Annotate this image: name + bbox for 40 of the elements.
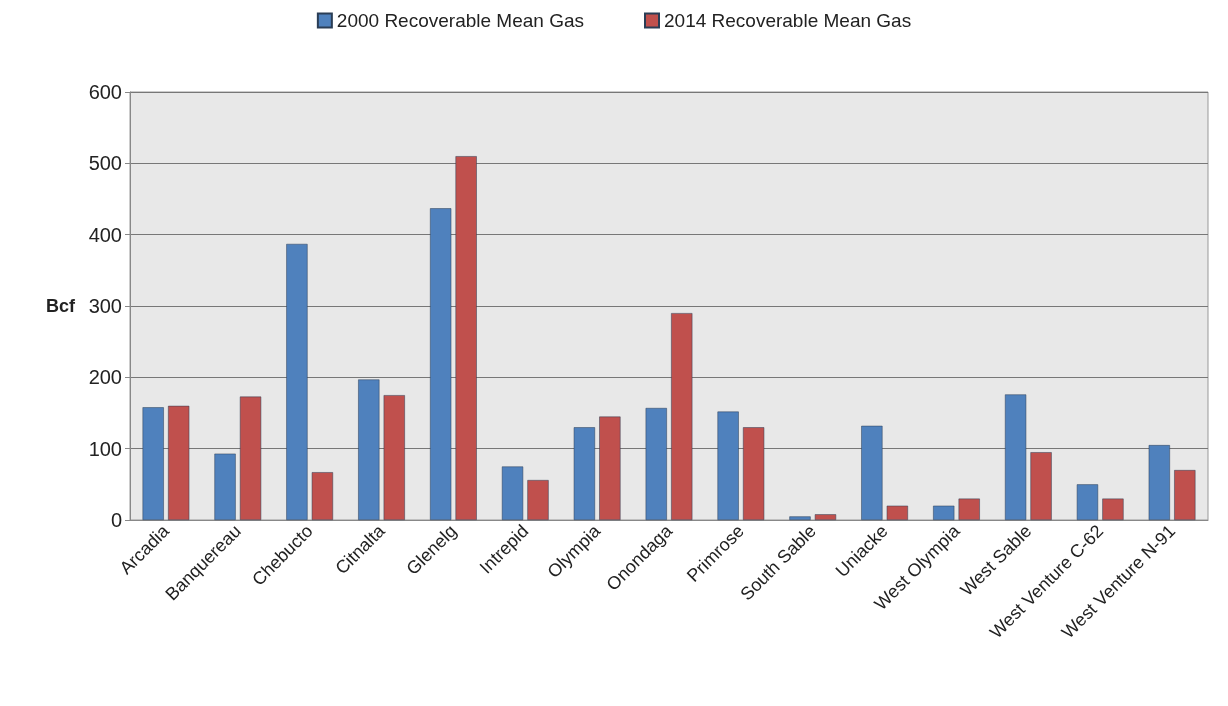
bar (742, 427, 765, 520)
y-tick-label: 200 (88, 366, 122, 389)
y-axis-title: Bcf (45, 296, 76, 316)
bar (168, 405, 190, 520)
bar (886, 505, 908, 520)
bar (142, 407, 164, 520)
bar (671, 313, 693, 520)
bar (1148, 445, 1170, 520)
bar (455, 156, 477, 520)
bar (214, 453, 236, 520)
bar (286, 243, 308, 520)
legend-label: 2000 Recoverable Mean Gas (336, 10, 585, 31)
bar (861, 425, 883, 520)
bar (599, 416, 621, 520)
bar (717, 411, 739, 520)
bar (311, 472, 334, 520)
bar (789, 516, 811, 520)
y-tick-label: 0 (110, 509, 122, 531)
bar (1174, 470, 1196, 520)
bar (1076, 484, 1099, 520)
bar (430, 208, 452, 520)
bar (383, 395, 405, 520)
bar (1102, 498, 1124, 520)
y-tick-label: 100 (88, 437, 122, 460)
bar (239, 396, 262, 520)
bar (814, 514, 837, 520)
bar (573, 427, 596, 520)
y-tick-label: 600 (88, 81, 122, 103)
bar (527, 480, 549, 520)
y-tick-label: 400 (88, 223, 122, 246)
bar (958, 498, 980, 520)
y-tick-label: 500 (88, 152, 122, 175)
y-tick-label: 300 (88, 295, 122, 317)
bar (645, 408, 667, 520)
bar (1004, 394, 1027, 520)
bar (1030, 452, 1052, 520)
bar (933, 505, 955, 520)
bar (358, 379, 380, 520)
bar (501, 466, 524, 520)
legend-label: 2014 Recoverable Mean Gas (664, 10, 912, 31)
